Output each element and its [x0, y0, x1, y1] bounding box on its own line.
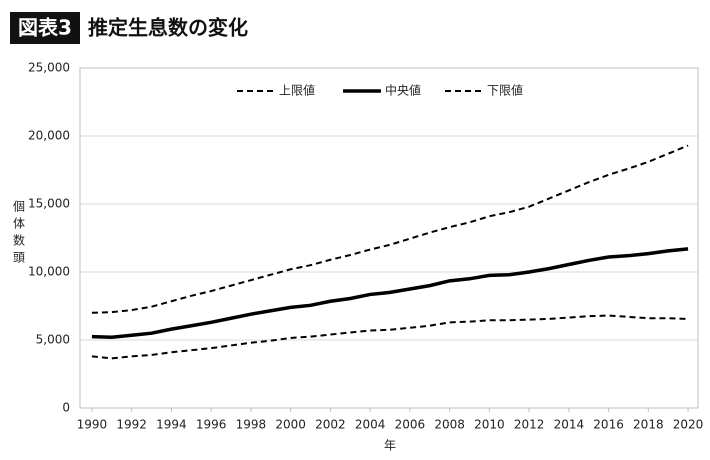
x-tick-label: 2006 [395, 418, 426, 432]
chart-title: 推定生息数の変化 [88, 16, 248, 40]
x-tick-label: 2012 [514, 418, 545, 432]
x-tick-label: 2002 [315, 418, 346, 432]
x-tick-label: 1994 [156, 418, 187, 432]
y-tick-label: 15,000 [28, 197, 70, 211]
x-axis-label: 年 [384, 439, 396, 453]
legend-label: 上限値 [279, 83, 315, 98]
y-tick-label: 5,000 [36, 333, 70, 347]
y-tick-label: 25,000 [28, 61, 70, 75]
legend-label: 下限値 [487, 83, 523, 98]
series-line [91, 314, 689, 360]
plot-border [79, 67, 699, 409]
y-tick-label: 0 [62, 401, 70, 415]
x-tick-label: 1998 [236, 418, 267, 432]
x-tick-label: 2008 [434, 418, 465, 432]
x-tick-label: 2010 [474, 418, 505, 432]
badge-box [10, 12, 80, 44]
series-line [91, 144, 689, 314]
y-tick-label: 20,000 [28, 129, 70, 143]
x-tick-label: 2014 [554, 418, 585, 432]
x-tick-label: 1996 [196, 418, 227, 432]
legend-label: 中央値 [385, 83, 421, 98]
badge: 図表3 [18, 16, 72, 40]
x-tick-label: 2020 [673, 418, 704, 432]
x-tick-label: 2000 [275, 418, 306, 432]
x-tick-label: 2004 [355, 418, 386, 432]
y-axis-label: 個体数頭 [12, 200, 26, 268]
x-tick-label: 1990 [77, 418, 108, 432]
y-tick-label: 10,000 [28, 265, 70, 279]
series-line [91, 247, 689, 340]
x-tick-label: 2016 [593, 418, 624, 432]
x-tick-label: 1992 [116, 418, 147, 432]
x-tick-label: 2018 [633, 418, 664, 432]
